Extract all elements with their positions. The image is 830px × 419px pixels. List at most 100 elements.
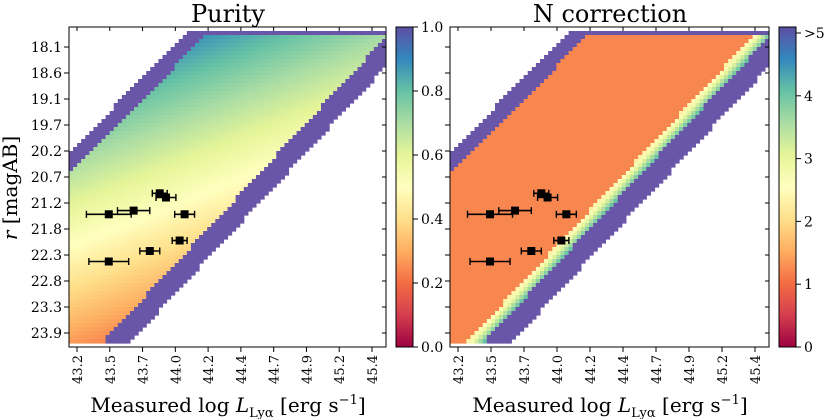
- heatmap-cell: [150, 175, 155, 180]
- heatmap-cell: [77, 195, 82, 200]
- heatmap-cell: [89, 235, 94, 240]
- heatmap-cell: [235, 51, 241, 56]
- heatmap-cell: [243, 199, 249, 204]
- heatmap-cell: [162, 203, 168, 208]
- heatmap-cell: [77, 231, 82, 236]
- heatmap-cell: [490, 239, 496, 244]
- heatmap-cell: [499, 255, 504, 260]
- heatmap-cell: [511, 243, 517, 248]
- heatmap-cell: [325, 103, 330, 108]
- heatmap-cell: [373, 59, 379, 64]
- heatmap-cell: [507, 167, 512, 172]
- heatmap-cell: [535, 267, 541, 272]
- heatmap-cell: [490, 335, 496, 340]
- heatmap-cell: [353, 87, 359, 92]
- heatmap-cell: [255, 115, 261, 120]
- heatmap-cell: [194, 103, 200, 108]
- heatmap-cell: [146, 95, 151, 100]
- heatmap-cell: [199, 183, 204, 188]
- heatmap-cell: [162, 95, 168, 100]
- heatmap-cell: [134, 331, 139, 336]
- heatmap-cell: [125, 223, 131, 228]
- heatmap-cell: [211, 107, 216, 112]
- heatmap-cell: [77, 239, 82, 244]
- heatmap-cell: [207, 199, 212, 204]
- heatmap-cell: [482, 223, 488, 228]
- heatmap-cell: [494, 331, 500, 336]
- heatmap-cell: [280, 159, 285, 164]
- heatmap-cell: [231, 63, 237, 68]
- heatmap-cell: [207, 191, 212, 196]
- heatmap-cell: [548, 87, 553, 92]
- heatmap-cell: [219, 227, 225, 232]
- heatmap-cell: [231, 43, 237, 48]
- heatmap-cell: [93, 127, 99, 132]
- heatmap-cell: [239, 179, 245, 184]
- heatmap-cell: [162, 163, 168, 168]
- heatmap-cell: [178, 119, 184, 124]
- heatmap-cell: [548, 227, 553, 232]
- heatmap-cell: [527, 227, 533, 232]
- heatmap-cell: [186, 55, 192, 60]
- heatmap-cell: [199, 111, 204, 116]
- heatmap-cell: [507, 91, 512, 96]
- heatmap-cell: [166, 75, 172, 80]
- heatmap-cell: [243, 79, 249, 84]
- heatmap-cell: [377, 59, 383, 64]
- heatmap-cell: [507, 215, 512, 220]
- heatmap-cell: [515, 291, 521, 296]
- heatmap-cell: [450, 203, 455, 208]
- heatmap-cell: [470, 295, 476, 300]
- heatmap-cell: [207, 103, 212, 108]
- heatmap-cell: [316, 79, 322, 84]
- heatmap-cell: [523, 215, 529, 220]
- heatmap-cell: [345, 71, 351, 76]
- heatmap-cell: [162, 55, 168, 60]
- heatmap-cell: [158, 123, 164, 128]
- heatmap-cell: [81, 187, 86, 192]
- heatmap-cell: [73, 331, 78, 336]
- heatmap-cell: [381, 63, 386, 68]
- heatmap-cell: [454, 171, 459, 176]
- heatmap-cell: [353, 35, 359, 40]
- heatmap-cell: [150, 203, 155, 208]
- heatmap-cell: [531, 119, 537, 124]
- heatmap-cell: [268, 95, 273, 100]
- heatmap-cell: [101, 303, 107, 308]
- heatmap-cell: [170, 163, 176, 168]
- heatmap-cell: [499, 139, 504, 144]
- heatmap-cell: [531, 291, 537, 296]
- heatmap-cell: [129, 127, 135, 132]
- heatmap-cell: [146, 191, 151, 196]
- heatmap-cell: [158, 115, 164, 120]
- heatmap-cell: [264, 123, 269, 128]
- heatmap-cell: [478, 179, 484, 184]
- heatmap-cell: [548, 95, 553, 100]
- heatmap-cell: [77, 311, 82, 316]
- heatmap-cell: [329, 103, 334, 108]
- heatmap-cell: [494, 263, 500, 268]
- heatmap-cell: [199, 79, 204, 84]
- heatmap-cell: [146, 155, 151, 160]
- heatmap-cell: [231, 191, 237, 196]
- heatmap-cell: [199, 95, 204, 100]
- heatmap-cell: [292, 91, 298, 96]
- heatmap-cell: [101, 131, 107, 136]
- heatmap-cell: [142, 127, 147, 132]
- heatmap-cell: [345, 43, 351, 48]
- heatmap-cell: [150, 219, 155, 224]
- heatmap-cell: [519, 227, 525, 232]
- heatmap-cell: [482, 231, 488, 236]
- heatmap-cell: [535, 275, 541, 280]
- heatmap-cell: [548, 163, 553, 168]
- heatmap-cell: [507, 243, 512, 248]
- heatmap-cell: [223, 127, 229, 132]
- heatmap-cell: [458, 263, 463, 268]
- heatmap-cell: [486, 119, 492, 124]
- heatmap-cell: [146, 183, 151, 188]
- heatmap-cell: [117, 339, 123, 344]
- heatmap-cell: [466, 223, 472, 228]
- heatmap-cell: [556, 111, 562, 116]
- heatmap-cell: [511, 171, 517, 176]
- heatmap-cell: [219, 55, 225, 60]
